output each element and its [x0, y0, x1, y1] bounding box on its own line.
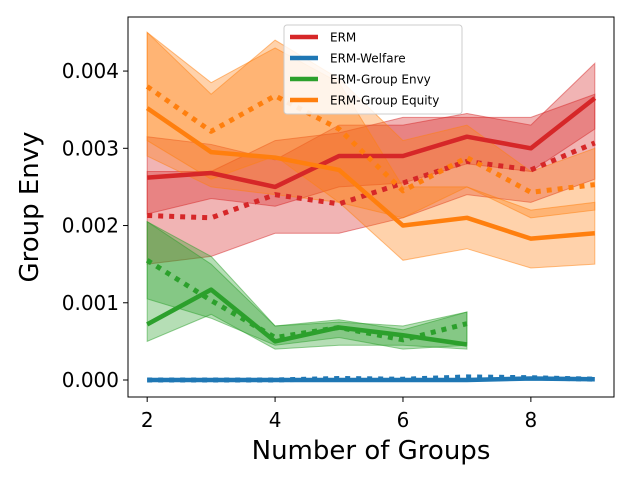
y-tick-label: 0.000: [62, 368, 119, 392]
x-axis-label: Number of Groups: [252, 436, 491, 466]
confidence-band: [146, 220, 468, 350]
y-axis-label: Group Envy: [15, 131, 45, 282]
series-lines: [145, 84, 597, 383]
legend-box: [283, 24, 463, 115]
legend-label: ERM: [330, 31, 356, 45]
legend: ERM ERM-Welfare ERM-Group Envy ERM-Group Eq…: [283, 24, 463, 115]
y-tick-label: 0.003: [62, 136, 119, 160]
x-tick-label: 4: [269, 408, 282, 432]
x-tick-label: 2: [141, 408, 154, 432]
series-line-dotted-7: [145, 84, 596, 195]
series-line-0: [147, 96, 597, 190]
x-tick-label: 6: [397, 408, 410, 432]
plot-frame: [127, 16, 615, 398]
confidence-bands: [146, 31, 596, 350]
y-tick-label: 0.002: [62, 214, 119, 238]
legend-label: ERM-Group Envy: [330, 73, 431, 87]
series-line-6: [145, 106, 596, 241]
y-axis-ticks: 0.000 0.001 0.002 0.003 0.004: [62, 59, 128, 392]
y-tick-label: 0.001: [62, 291, 119, 315]
x-axis-ticks: 2 4 6 8: [141, 397, 537, 432]
x-tick-label: 8: [525, 408, 538, 432]
series-line-dotted-3: [147, 374, 595, 383]
series-line-dotted-5: [145, 258, 468, 343]
legend-label: ERM-Welfare: [330, 52, 406, 66]
series-line-dotted-1: [147, 140, 596, 221]
legend-label: ERM-Group Equity: [330, 94, 439, 108]
y-tick-label: 0.004: [62, 59, 119, 83]
